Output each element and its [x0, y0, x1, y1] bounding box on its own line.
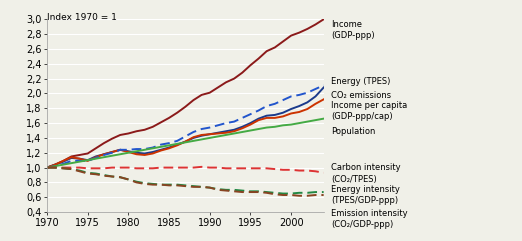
Text: Income per capita
(GDP-ppp/cap): Income per capita (GDP-ppp/cap)	[331, 101, 408, 121]
Text: Carbon intensity
(CO₂/TPES): Carbon intensity (CO₂/TPES)	[331, 163, 401, 184]
Text: Income
(GDP-ppp): Income (GDP-ppp)	[331, 20, 375, 40]
Text: Energy intensity
(TPES/GDP-ppp): Energy intensity (TPES/GDP-ppp)	[331, 185, 400, 205]
Text: Index 1970 = 1: Index 1970 = 1	[47, 13, 117, 22]
Text: CO₂ emissions: CO₂ emissions	[331, 91, 392, 100]
Text: Energy (TPES): Energy (TPES)	[331, 77, 391, 87]
Text: Population: Population	[331, 127, 376, 136]
Text: Emission intensity
(CO₂/GDP-ppp): Emission intensity (CO₂/GDP-ppp)	[331, 209, 408, 229]
